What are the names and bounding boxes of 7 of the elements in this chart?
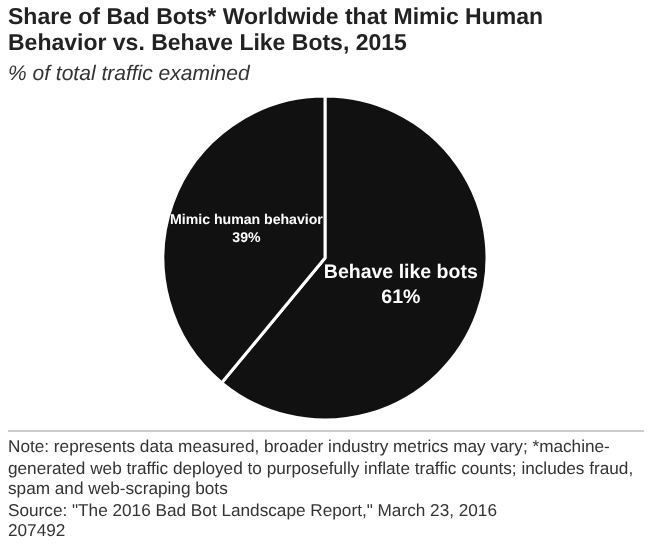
chart-subtitle: % of total traffic examined — [8, 62, 250, 86]
source-note: Source: "The 2016 Bad Bot Landscape Report," March 23, 2016 — [8, 499, 499, 520]
data-label: 61% — [381, 287, 421, 310]
chart-title: Share of Bad Bots* Worldwide that Mimic Human Behavior vs. Behave Like Bots, 2015 — [8, 6, 546, 58]
text: Note: represents data measured, broader industry metrics may vary; *machine-generated web traffic deployed to purposefully inflate traffic counts; includes fraud, spam and web-scraping bots — [8, 430, 644, 499]
text: 207492 — [8, 520, 68, 541]
slice-label: Behave like bots — [323, 261, 479, 284]
